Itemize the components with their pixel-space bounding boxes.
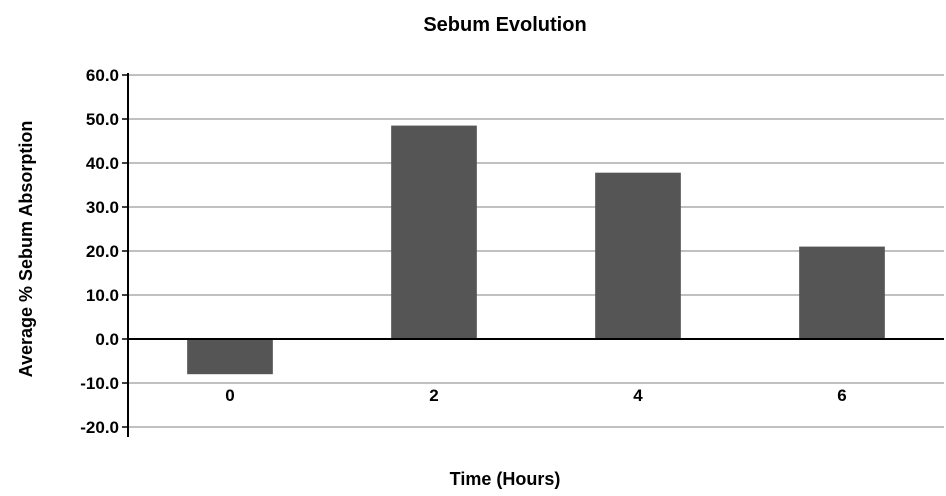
x-tick-label: 4 — [633, 386, 643, 405]
bar-6 — [799, 246, 885, 339]
x-tick-labels: 0 2 4 6 — [225, 386, 846, 405]
y-tick-label: 0.0 — [95, 330, 119, 349]
x-tick-label: 2 — [429, 386, 438, 405]
y-tick-label: -20.0 — [80, 418, 119, 437]
y-tick-label: 60.0 — [86, 66, 119, 85]
y-tick-labels: 60.0 50.0 40.0 30.0 20.0 10.0 0.0 -10.0 -20.0 — [80, 66, 119, 437]
bar-0 — [187, 339, 273, 375]
y-tick-label: 30.0 — [86, 198, 119, 217]
gridlines — [128, 74, 944, 428]
bar-4 — [595, 172, 681, 339]
bars — [187, 125, 885, 375]
x-axis-title: Time (Hours) — [450, 469, 561, 489]
y-tick-label: -10.0 — [80, 374, 119, 393]
x-tick-label: 6 — [837, 386, 846, 405]
y-tick-label: 20.0 — [86, 242, 119, 261]
chart-title: Sebum Evolution — [423, 14, 586, 36]
y-tick-label: 50.0 — [86, 110, 119, 129]
x-tick-label: 0 — [225, 386, 234, 405]
y-axis-title: Average % Sebum Absorption — [16, 121, 36, 378]
y-tick-label: 10.0 — [86, 286, 119, 305]
axes — [122, 73, 944, 437]
y-tick-label: 40.0 — [86, 154, 119, 173]
bar-2 — [391, 125, 477, 339]
